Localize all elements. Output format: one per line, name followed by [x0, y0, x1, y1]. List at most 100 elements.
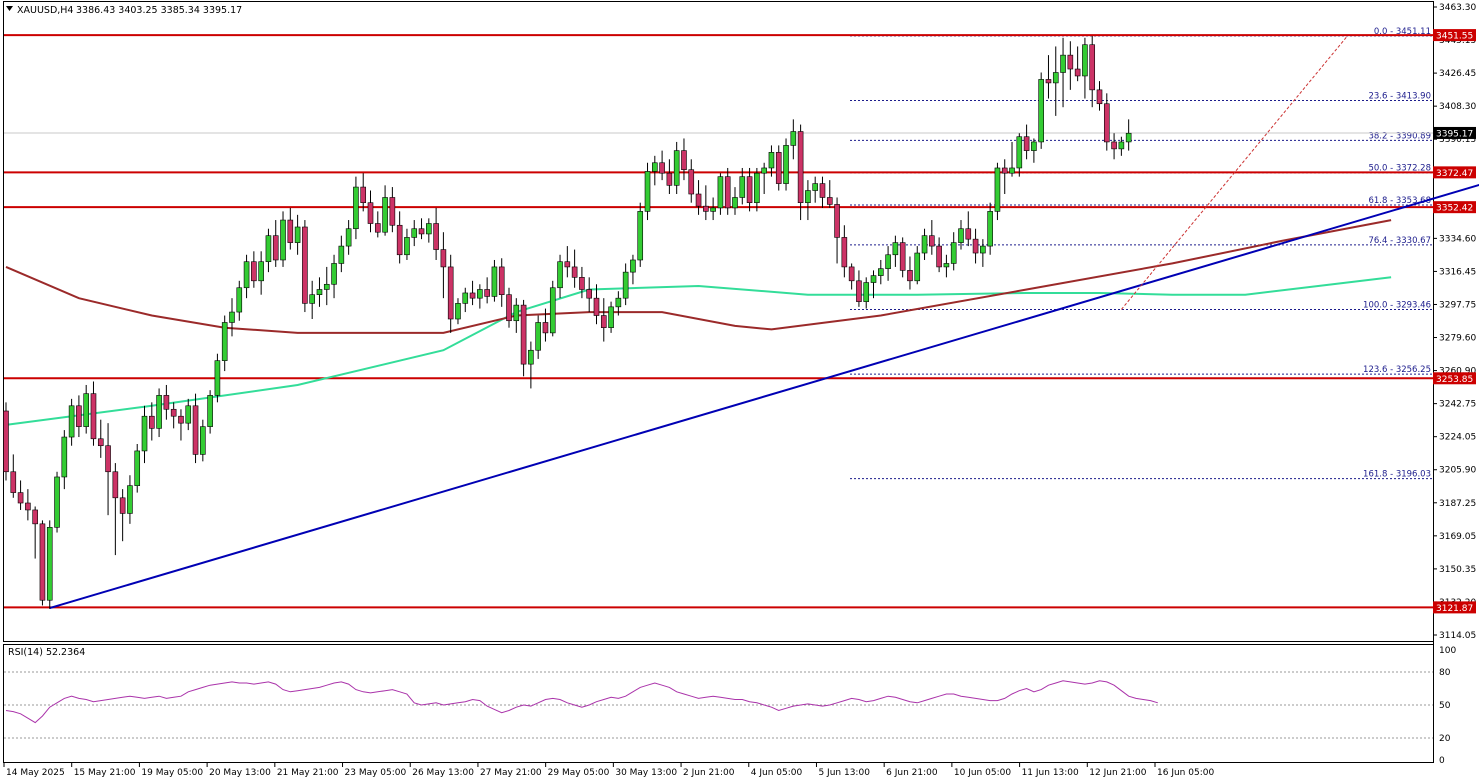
candle: [491, 259, 498, 302]
bull-candle-body: [1038, 79, 1044, 143]
candle: [506, 287, 512, 328]
candle: [331, 254, 337, 299]
bull-candle-body: [156, 395, 162, 429]
price-tick-label: 3169.05: [1439, 532, 1476, 542]
last-price-label: 3395.17: [1436, 129, 1473, 139]
bear-candle-body: [899, 242, 906, 271]
bear-candle-body: [433, 223, 439, 250]
candle: [797, 124, 804, 221]
bull-candle-body: [943, 263, 950, 268]
bear-candle-body: [1067, 54, 1074, 70]
candle: [426, 218, 432, 243]
bull-candle-body: [994, 167, 1001, 212]
candle: [251, 251, 257, 288]
price-tick-label: 3260.90: [1439, 367, 1476, 377]
time-tick-label: 30 May 13:00: [615, 768, 677, 778]
candle: [739, 167, 746, 205]
rsi-label: RSI(14) 52.2364: [8, 647, 85, 658]
candle: [229, 298, 235, 337]
price-tick-label: 3426.45: [1439, 69, 1476, 79]
bull-candle-body: [455, 303, 461, 320]
candle: [980, 239, 986, 267]
ma-fast-line: [5, 276, 1392, 426]
bull-candle-body: [885, 254, 891, 269]
candle: [914, 246, 921, 285]
candle: [61, 430, 68, 490]
fib-label: 0.0 - 3451.11: [1374, 27, 1431, 37]
price-tick-label: 3316.45: [1439, 267, 1476, 277]
bear-candle-body: [506, 294, 512, 322]
candle: [637, 202, 644, 267]
bear-candle-body: [1001, 167, 1008, 174]
bull-candle-body: [528, 349, 534, 365]
bull-candle-body: [221, 322, 228, 361]
bull-candle-body: [265, 235, 272, 263]
bear-candle-body: [90, 393, 97, 440]
bear-candle-body: [542, 322, 549, 334]
bull-candle-body: [477, 289, 483, 299]
candle: [258, 251, 264, 295]
candle: [287, 207, 294, 250]
bull-candle-body: [1009, 167, 1015, 174]
time-tick-label: 21 May 21:00: [277, 768, 339, 778]
bull-candle-body: [950, 242, 957, 264]
bull-candle-body: [652, 162, 658, 172]
bull-candle-body: [185, 405, 192, 424]
candle: [46, 520, 53, 609]
candle: [134, 443, 141, 493]
candle: [965, 211, 972, 247]
ma-slow-line: [5, 219, 1392, 334]
candle: [455, 298, 461, 325]
bull-candle-body: [513, 304, 520, 322]
time-tick-label: 29 May 05:00: [548, 768, 610, 778]
bull-candle-body: [491, 266, 498, 297]
price-axis: 3463.303445.153426.453408.303390.153371.…: [1433, 3, 1476, 641]
candle: [90, 381, 97, 446]
bear-candle-body: [389, 197, 396, 226]
bull-candle-body: [280, 219, 286, 261]
candle: [294, 214, 301, 255]
candle: [907, 256, 913, 290]
price-tick-label: 3187.25: [1439, 499, 1476, 509]
candle: [972, 228, 979, 264]
bull-candle-body: [987, 211, 993, 247]
candle: [68, 398, 75, 446]
bull-candle-body: [200, 426, 206, 455]
bull-candle-body: [870, 275, 877, 283]
bear-candle-body: [972, 238, 979, 254]
bull-candle-body: [630, 259, 636, 273]
candle: [666, 159, 673, 195]
bear-candle-body: [834, 204, 840, 238]
candle: [899, 237, 906, 278]
rsi-line: [5, 680, 1158, 724]
fib-label: 76.4 - 3330.67: [1368, 236, 1431, 246]
level-price-label: 3352.42: [1436, 204, 1473, 214]
bear-candle-body: [775, 152, 782, 184]
candle: [732, 187, 738, 215]
bear-candle-body: [600, 315, 607, 328]
bear-candle-body: [1045, 79, 1052, 84]
candle: [243, 254, 250, 299]
candle: [542, 308, 549, 342]
bear-candle-body: [192, 405, 199, 455]
bull-candle-body: [790, 131, 797, 146]
candle: [265, 228, 272, 273]
bull-candle-body: [768, 152, 775, 169]
bear-candle-body: [76, 405, 82, 427]
fib-label: 50.0 - 3372.28: [1368, 164, 1431, 174]
time-tick-label: 14 May 2025: [6, 768, 65, 778]
level-price-label: 3451.55: [1436, 32, 1473, 42]
candle: [214, 353, 221, 403]
candle: [25, 489, 31, 521]
bear-candle-body: [484, 289, 490, 297]
candle: [3, 402, 9, 481]
candle: [1001, 159, 1008, 195]
candle: [1023, 124, 1030, 160]
bear-candle-body: [564, 261, 571, 268]
candle: [112, 463, 119, 556]
bull-candle-body: [557, 261, 563, 289]
triangle-down-icon[interactable]: [6, 6, 13, 11]
candle: [652, 155, 658, 186]
time-tick-label: 6 Jun 21:00: [886, 768, 938, 778]
